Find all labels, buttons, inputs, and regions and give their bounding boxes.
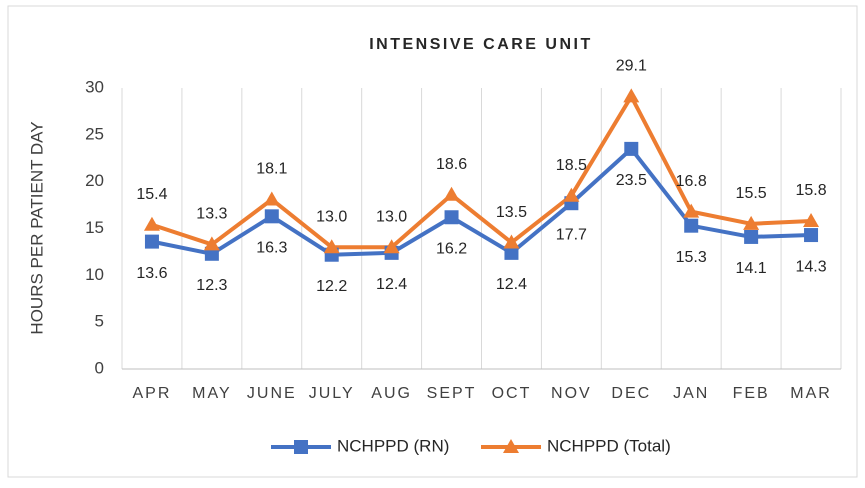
y-tick-label: 0: [95, 358, 104, 377]
data-label: 13.3: [196, 206, 227, 223]
data-label: 15.8: [795, 182, 826, 199]
x-tick-label: MAR: [790, 385, 832, 402]
data-label: 13.6: [136, 265, 167, 282]
series-line: [151, 94, 812, 250]
data-label: 15.4: [136, 186, 167, 203]
data-point: [444, 210, 459, 225]
x-tick-label: FEB: [733, 385, 770, 402]
data-point: [143, 216, 160, 231]
data-label: 23.5: [616, 172, 647, 189]
data-point: [803, 213, 820, 228]
y-tick-label: 25: [85, 124, 104, 143]
x-tick-label: AUG: [371, 385, 412, 402]
data-label: 12.4: [376, 276, 407, 293]
chart-border: [7, 5, 858, 478]
data-point: [504, 245, 519, 260]
data-label: 12.4: [496, 276, 527, 293]
data-point: [624, 141, 639, 156]
data-label: 18.1: [256, 161, 287, 178]
data-label: 13.0: [376, 208, 407, 225]
x-tick-label: JAN: [673, 385, 709, 402]
data-point: [744, 229, 759, 244]
x-tick-label: JULY: [309, 385, 355, 402]
data-point: [383, 239, 400, 254]
data-label: 16.3: [256, 240, 287, 257]
data-label: 13.5: [496, 204, 527, 221]
data-label: 12.2: [316, 278, 347, 295]
data-point: [623, 88, 640, 103]
data-label: 13.0: [316, 208, 347, 225]
data-label: 29.1: [616, 58, 647, 75]
y-tick-label: 30: [85, 77, 104, 96]
data-label: 14.1: [736, 260, 767, 277]
data-point: [264, 209, 279, 224]
data-label: 17.7: [556, 226, 587, 243]
legend-label: NCHPPD (RN): [337, 436, 449, 455]
x-tick-label: NOV: [551, 385, 592, 402]
legend-marker: [294, 440, 308, 454]
y-tick-label: 20: [85, 171, 104, 190]
y-axis-label: HOURS PER PATIENT DAY: [27, 121, 46, 334]
data-label: 16.8: [676, 173, 707, 190]
data-point: [683, 203, 700, 218]
data-point: [323, 239, 340, 254]
data-label: 14.3: [795, 258, 826, 275]
series-line: [151, 146, 812, 257]
data-point: [263, 191, 280, 206]
y-tick-label: 15: [85, 218, 104, 237]
y-tick-label: 5: [95, 312, 104, 331]
x-tick-label: SEPT: [427, 385, 477, 402]
y-tick-label: 10: [85, 265, 104, 284]
data-label: 18.5: [556, 157, 587, 174]
data-point: [443, 186, 460, 201]
data-label: 12.3: [196, 277, 227, 294]
chart-title: INTENSIVE CARE UNIT: [369, 36, 593, 53]
legend-label: NCHPPD (Total): [547, 436, 671, 455]
x-tick-label: OCT: [492, 385, 532, 402]
data-point: [743, 215, 760, 230]
data-point: [503, 234, 520, 249]
x-tick-label: JUNE: [247, 385, 297, 402]
data-point: [563, 187, 580, 202]
data-label: 18.6: [436, 156, 467, 173]
data-point: [684, 218, 699, 233]
x-tick-label: MAY: [192, 385, 231, 402]
data-point: [144, 234, 159, 249]
legend-marker: [503, 439, 519, 453]
data-label: 15.3: [676, 249, 707, 266]
data-label: 16.2: [436, 240, 467, 257]
data-label: 15.5: [736, 185, 767, 202]
x-tick-label: DEC: [611, 385, 651, 402]
x-tick-label: APR: [133, 385, 172, 402]
data-point: [203, 236, 220, 251]
data-point: [804, 228, 819, 243]
